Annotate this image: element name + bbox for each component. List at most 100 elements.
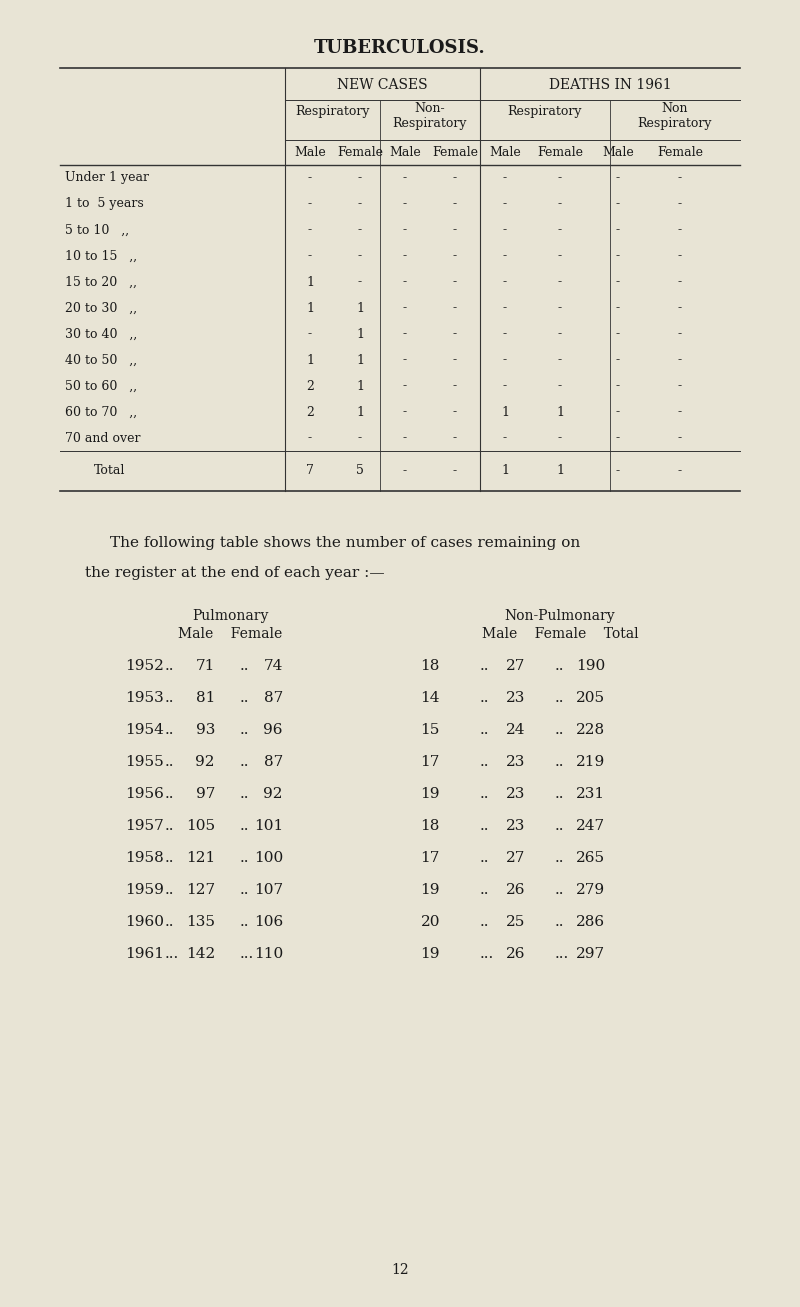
Text: -: - — [616, 405, 620, 418]
Text: Male: Male — [489, 146, 521, 159]
Text: 1: 1 — [356, 379, 364, 392]
Text: 19: 19 — [421, 884, 440, 897]
Text: 1958: 1958 — [125, 851, 164, 865]
Text: ..: .. — [480, 787, 490, 801]
Text: Respiratory: Respiratory — [393, 116, 467, 129]
Text: -: - — [308, 250, 312, 263]
Text: Male    Female: Male Female — [178, 627, 282, 640]
Text: -: - — [453, 431, 457, 444]
Text: 27: 27 — [506, 851, 525, 865]
Text: -: - — [616, 197, 620, 210]
Text: -: - — [403, 250, 407, 263]
Text: 127: 127 — [186, 884, 215, 897]
Text: 12: 12 — [391, 1263, 409, 1277]
Text: 70 and over: 70 and over — [65, 431, 141, 444]
Text: -: - — [616, 464, 620, 477]
Text: 19: 19 — [421, 948, 440, 961]
Text: ..: .. — [240, 884, 250, 897]
Text: 279: 279 — [576, 884, 605, 897]
Text: 121: 121 — [186, 851, 215, 865]
Text: -: - — [616, 171, 620, 184]
Text: -: - — [308, 171, 312, 184]
Text: -: - — [403, 276, 407, 289]
Text: 17: 17 — [421, 755, 440, 769]
Text: ..: .. — [555, 723, 565, 737]
Text: -: - — [453, 171, 457, 184]
Text: Total: Total — [94, 464, 126, 477]
Text: -: - — [358, 431, 362, 444]
Text: 2: 2 — [306, 405, 314, 418]
Text: Non-Pulmonary: Non-Pulmonary — [505, 609, 615, 623]
Text: 1: 1 — [556, 405, 564, 418]
Text: 97: 97 — [196, 787, 215, 801]
Text: -: - — [358, 223, 362, 237]
Text: -: - — [453, 464, 457, 477]
Text: Non-: Non- — [414, 102, 446, 115]
Text: 18: 18 — [421, 819, 440, 833]
Text: -: - — [308, 197, 312, 210]
Text: 1959: 1959 — [125, 884, 164, 897]
Text: the register at the end of each year :—: the register at the end of each year :— — [85, 566, 385, 580]
Text: 18: 18 — [421, 659, 440, 673]
Text: NEW CASES: NEW CASES — [337, 78, 428, 91]
Text: ..: .. — [480, 691, 490, 704]
Text: 110: 110 — [254, 948, 283, 961]
Text: 5: 5 — [356, 464, 364, 477]
Text: ..: .. — [555, 659, 565, 673]
Text: ..: .. — [555, 819, 565, 833]
Text: 23: 23 — [506, 787, 525, 801]
Text: 1: 1 — [501, 405, 509, 418]
Text: 19: 19 — [421, 787, 440, 801]
Text: The following table shows the number of cases remaining on: The following table shows the number of … — [110, 536, 580, 550]
Text: 1952: 1952 — [125, 659, 164, 673]
Text: -: - — [616, 250, 620, 263]
Text: 219: 219 — [576, 755, 605, 769]
Text: ..: .. — [165, 787, 174, 801]
Text: Male    Female    Total: Male Female Total — [482, 627, 638, 640]
Text: 23: 23 — [506, 819, 525, 833]
Text: 1953: 1953 — [125, 691, 164, 704]
Text: -: - — [403, 431, 407, 444]
Text: 87: 87 — [264, 691, 283, 704]
Text: Non: Non — [662, 102, 688, 115]
Text: ..: .. — [165, 691, 174, 704]
Text: ..: .. — [240, 659, 250, 673]
Text: 1960: 1960 — [125, 915, 164, 929]
Text: -: - — [503, 302, 507, 315]
Text: -: - — [616, 223, 620, 237]
Text: 17: 17 — [421, 851, 440, 865]
Text: 81: 81 — [196, 691, 215, 704]
Text: Female: Female — [657, 146, 703, 159]
Text: 14: 14 — [421, 691, 440, 704]
Text: 1: 1 — [306, 276, 314, 289]
Text: ..: .. — [240, 915, 250, 929]
Text: -: - — [558, 353, 562, 366]
Text: ..: .. — [555, 787, 565, 801]
Text: 93: 93 — [196, 723, 215, 737]
Text: 26: 26 — [506, 884, 525, 897]
Text: -: - — [403, 223, 407, 237]
Text: -: - — [616, 353, 620, 366]
Text: 1956: 1956 — [125, 787, 164, 801]
Text: Respiratory: Respiratory — [638, 116, 712, 129]
Text: -: - — [678, 379, 682, 392]
Text: ..: .. — [165, 819, 174, 833]
Text: 15: 15 — [421, 723, 440, 737]
Text: -: - — [558, 431, 562, 444]
Text: ..: .. — [480, 851, 490, 865]
Text: -: - — [503, 171, 507, 184]
Text: -: - — [558, 250, 562, 263]
Text: 1: 1 — [556, 464, 564, 477]
Text: 26: 26 — [506, 948, 525, 961]
Text: 106: 106 — [254, 915, 283, 929]
Text: -: - — [453, 197, 457, 210]
Text: ..: .. — [555, 691, 565, 704]
Text: 87: 87 — [264, 755, 283, 769]
Text: ..: .. — [165, 915, 174, 929]
Text: 205: 205 — [576, 691, 605, 704]
Text: 1: 1 — [306, 302, 314, 315]
Text: -: - — [558, 276, 562, 289]
Text: 265: 265 — [576, 851, 605, 865]
Text: Female: Female — [432, 146, 478, 159]
Text: 190: 190 — [576, 659, 605, 673]
